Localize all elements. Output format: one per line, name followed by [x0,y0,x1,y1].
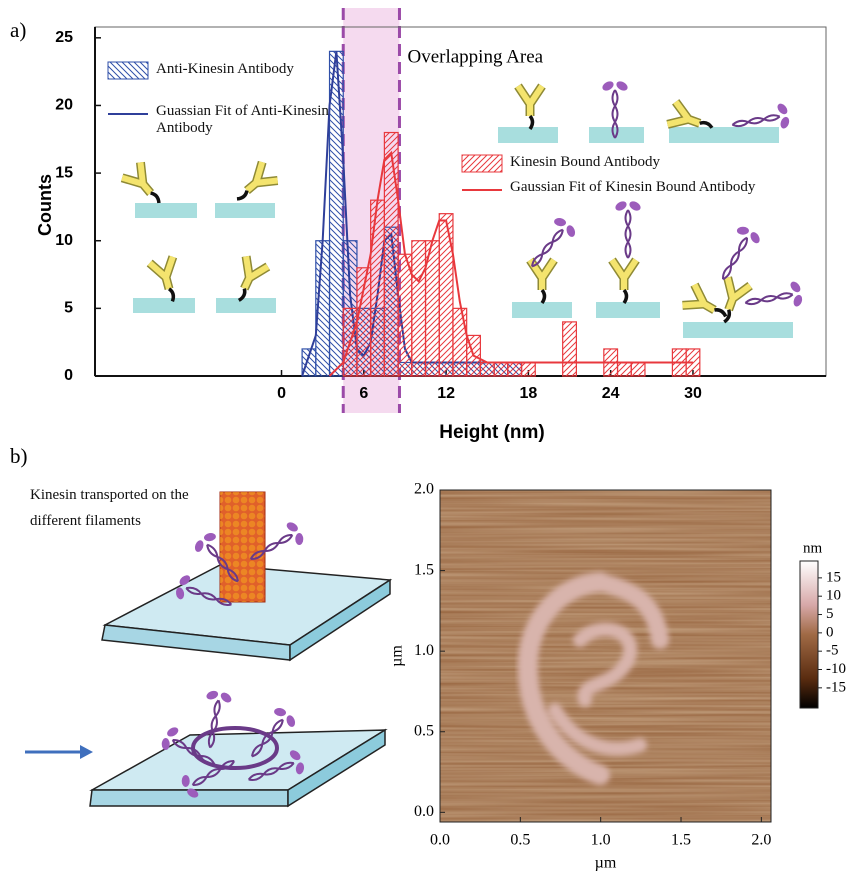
colorbar-tick-label: -5 [826,643,839,659]
y-tick-label: 15 [55,164,73,181]
histogram-bar [397,253,413,377]
legend-swatch [107,61,149,80]
x-tick-label: 0.5 [510,832,530,849]
histogram-bar [562,321,577,377]
antibody-cartoons [122,78,807,338]
histogram-bar [493,361,509,377]
colorbar-tick-label: 15 [826,569,841,585]
legend-label: Gaussian Fit of Kinesin Bound Antibody [510,179,756,195]
fit-line [328,150,693,377]
y-tick-label: 1.0 [414,642,434,659]
y-axis-label: Counts [35,174,55,236]
colorbar-tick-label: 5 [826,606,834,622]
x-tick-label: 6 [359,385,368,402]
x-tick-label: 24 [602,385,620,402]
y-axis-label: µm [389,645,406,667]
colorbar-label: nm [803,540,823,556]
legend-swatch [461,154,503,173]
colorbar [799,560,819,709]
legend-text: Gaussian Fit of Kinesin Bound Antibody [510,179,756,195]
y-tick-label: 1.5 [414,561,434,578]
x-tick-label: 1.0 [591,832,611,849]
y-tick-label: 0.0 [414,803,434,820]
x-tick-label: 0.0 [430,832,450,849]
y-tick-label: 0 [64,367,73,384]
legend-text: Kinesin transported on the different fil… [30,487,189,529]
histogram-bar [438,213,454,377]
x-tick-label: 18 [519,385,537,402]
panel-label: b) [10,444,28,468]
legend-label: Kinesin transported on the different fil… [30,487,189,529]
legend-text: Kinesin Bound Antibody [510,154,661,170]
histogram-bar [411,240,427,377]
colorbar-tick-label: -15 [826,679,846,695]
legend-text: Guassian Fit of Anti-Kinesin Antibody [156,103,329,136]
histogram-bar [328,50,344,377]
y-tick-label: 10 [55,232,73,249]
colorbar-tick-label: -10 [826,661,846,677]
y-tick-label: 25 [55,29,73,46]
histogram-bar [370,199,385,377]
y-tick-label: 20 [55,97,73,114]
histogram-bar [383,131,399,377]
x-axis-label: Height (nm) [439,422,545,443]
x-tick-label: 2.0 [751,832,771,849]
x-tick-label: 0 [277,385,286,402]
histogram-bar [507,361,523,377]
legend-text: Anti-Kinesin Antibody [156,61,294,77]
y-tick-label: 2.0 [414,481,434,498]
x-tick-label: 1.5 [671,832,691,849]
histogram-bar [479,361,495,377]
legend-label: Kinesin Bound Antibody [510,154,661,170]
legend-label: Anti-Kinesin Antibody [156,61,294,77]
colorbar-tick-label: 0 [826,624,834,640]
x-tick-label: 12 [437,385,455,402]
histogram-bar [452,307,468,377]
afm-image [439,489,819,823]
histogram-bar [616,361,632,377]
histogram-bar [630,361,646,377]
filament-cartoon [25,491,393,808]
x-tick-label: 30 [684,385,702,402]
legend-label: Guassian Fit of Anti-Kinesin Antibody [156,103,329,136]
x-axis-label: µm [595,855,617,872]
colorbar-tick-label: 10 [826,588,841,604]
y-tick-label: 0.5 [414,722,434,739]
panel-label: a) [10,18,26,42]
histogram-bar [520,361,536,377]
y-tick-label: 5 [64,300,73,317]
annotation: Overlapping Area [407,46,543,67]
